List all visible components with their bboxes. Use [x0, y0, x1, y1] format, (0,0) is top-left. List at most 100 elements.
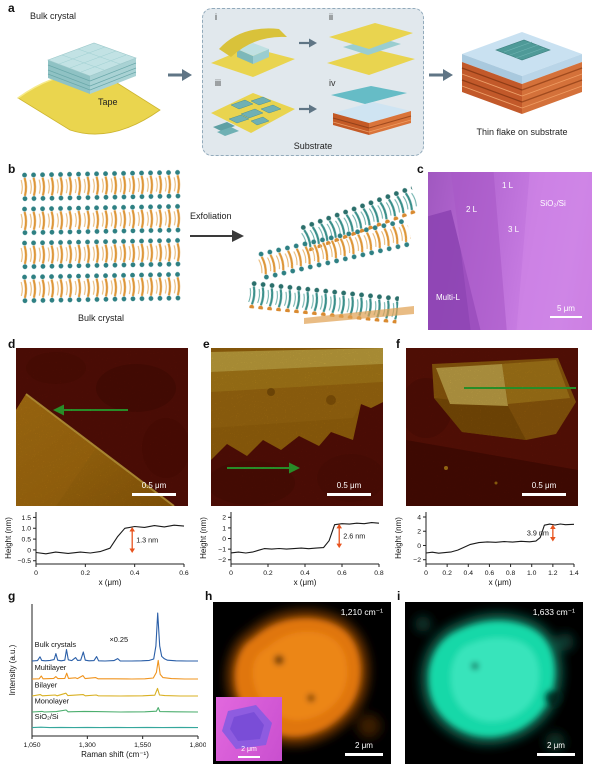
- step-i-label: i: [215, 12, 217, 22]
- panel-f-label: f: [396, 337, 400, 351]
- svg-text:0.2: 0.2: [263, 570, 273, 577]
- arrow-right-icon: [299, 104, 317, 114]
- arrow-right-icon: [168, 69, 192, 81]
- exfoliation-label: Exfoliation: [190, 211, 232, 221]
- raman-map-1210: 1,210 cm⁻¹ 2 μm 2 μm: [213, 602, 391, 764]
- svg-text:0.6: 0.6: [485, 570, 495, 577]
- svg-text:0.4: 0.4: [130, 570, 140, 577]
- svg-text:0.6: 0.6: [179, 570, 189, 577]
- height-profile-chart-d: 0 0.2 0.4 0.6 −0.5 0 0.5 1.0 1.5 x (μm) Height (nm…: [2, 506, 194, 588]
- scale-bar: [132, 493, 176, 496]
- svg-text:0.8: 0.8: [374, 570, 384, 577]
- svg-text:Bulk crystals: Bulk crystals: [35, 640, 77, 649]
- panel-h-label: h: [205, 589, 213, 603]
- scale-bar-label: 0.5 μm: [336, 481, 362, 490]
- step-iii-illustration: [211, 93, 295, 136]
- annotation-2l: 2 L: [466, 205, 478, 214]
- svg-text:−0.5: −0.5: [18, 558, 32, 565]
- inset-scale-bar: [238, 756, 260, 758]
- step-iv-label: iv: [329, 78, 336, 88]
- inset-scale-bar-label: 2 μm: [241, 746, 257, 753]
- panel-d-label: d: [8, 337, 16, 351]
- scale-bar-label: 5 μm: [557, 304, 575, 313]
- svg-text:x (μm): x (μm): [294, 578, 317, 587]
- bulk-crystal-on-tape-illustration: [17, 42, 161, 135]
- scale-bar-label: 2 μm: [547, 741, 565, 750]
- wavenumber-label: 1,633 cm⁻¹: [532, 607, 575, 617]
- scale-bar: [327, 493, 371, 496]
- svg-text:4: 4: [417, 514, 421, 521]
- bulk-crystal-structure: [20, 169, 183, 304]
- height-profile-chart-f: 0 0.2 0.4 0.6 0.8 1.0 1.2 1.4 −2 0 2 4 x (μm) Height …: [392, 506, 584, 588]
- thin-flake-on-substrate-illustration: [461, 32, 583, 114]
- svg-text:0: 0: [229, 570, 233, 577]
- substrate-region: [516, 172, 592, 330]
- scale-bar-label: 0.5 μm: [531, 481, 557, 490]
- panel-a-label: a: [8, 1, 15, 15]
- exfoliation-steps-box: i ii iii iv: [202, 8, 424, 156]
- svg-text:0.8: 0.8: [506, 570, 516, 577]
- svg-text:0: 0: [222, 536, 226, 543]
- svg-text:1.3 nm: 1.3 nm: [136, 535, 158, 544]
- optical-inset: 2 μm: [216, 697, 282, 761]
- svg-text:1,800: 1,800: [189, 742, 206, 749]
- panel-c-label: c: [417, 162, 424, 176]
- svg-text:1: 1: [222, 525, 226, 532]
- raman-spectra-chart: 1,050 1,300 1,550 1,800 Raman shift (cm⁻¹) In…: [6, 600, 207, 764]
- svg-text:Height (nm): Height (nm): [394, 517, 403, 559]
- svg-text:1,300: 1,300: [79, 742, 96, 749]
- raman-map-1633: 1,633 cm⁻¹ 2 μm: [405, 602, 583, 764]
- step-iii-label: iii: [215, 78, 221, 88]
- scale-bar-label: 2 μm: [355, 741, 373, 750]
- svg-text:×0.25: ×0.25: [109, 635, 128, 644]
- svg-text:1,050: 1,050: [23, 742, 40, 749]
- svg-text:Height (nm): Height (nm): [199, 517, 208, 559]
- svg-text:1.2: 1.2: [548, 570, 558, 577]
- scale-bar: [550, 315, 582, 318]
- bulk-crystal-block: [47, 42, 137, 94]
- optical-microscope-image: 1 L 2 L SiO₂/Si 3 L Multi-L 5 μm: [428, 172, 592, 330]
- afm-image-monolayer: 0.5 μm: [16, 348, 188, 506]
- svg-text:2: 2: [417, 529, 421, 536]
- svg-text:−2: −2: [413, 557, 421, 564]
- svg-text:Raman shift (cm⁻¹): Raman shift (cm⁻¹): [81, 750, 149, 759]
- step-iv-illustration: [331, 86, 412, 135]
- svg-text:1,550: 1,550: [134, 742, 151, 749]
- bulk-crystal-label: Bulk crystal: [30, 11, 77, 21]
- panel-b-label: b: [8, 162, 16, 176]
- afm-image-trilayer: 0.5 μm: [406, 348, 578, 506]
- svg-text:0: 0: [417, 543, 421, 550]
- svg-text:0.2: 0.2: [81, 570, 91, 577]
- step-ii-label: ii: [329, 12, 333, 22]
- thin-flake: [495, 39, 551, 61]
- svg-text:Multilayer: Multilayer: [35, 663, 67, 672]
- panel-e-label: e: [203, 337, 210, 351]
- svg-text:2: 2: [222, 515, 226, 522]
- thin-flake-label: Thin flake on substrate: [476, 127, 568, 137]
- svg-text:Intensity (a.u.): Intensity (a.u.): [8, 644, 17, 695]
- svg-text:x (μm): x (μm): [99, 578, 122, 587]
- svg-text:0: 0: [34, 570, 38, 577]
- tape-label: Tape: [98, 97, 118, 107]
- svg-text:Bilayer: Bilayer: [35, 681, 58, 690]
- svg-text:SiO₂/Si: SiO₂/Si: [35, 712, 59, 721]
- panel-g-label: g: [8, 589, 16, 603]
- annotation-1l: 1 L: [502, 181, 514, 190]
- svg-text:Height (nm): Height (nm): [4, 517, 13, 559]
- svg-text:x (μm): x (μm): [489, 578, 512, 587]
- afm-image-bilayer: 0.5 μm: [211, 348, 383, 506]
- scale-bar: [522, 493, 566, 496]
- wavenumber-label: 1,210 cm⁻¹: [340, 607, 383, 617]
- svg-text:−1: −1: [218, 547, 226, 554]
- svg-text:1.4: 1.4: [569, 570, 579, 577]
- arrow-right-icon: [299, 38, 317, 48]
- annotation-sio2: SiO₂/Si: [540, 199, 566, 208]
- annotation-multi-l: Multi-L: [436, 293, 461, 302]
- svg-text:0.4: 0.4: [464, 570, 474, 577]
- svg-text:2.6 nm: 2.6 nm: [343, 531, 365, 540]
- panel-i-label: i: [397, 589, 401, 603]
- annotation-3l: 3 L: [508, 225, 520, 234]
- bulk-crystal-label: Bulk crystal: [77, 313, 124, 323]
- svg-text:0.4: 0.4: [300, 570, 310, 577]
